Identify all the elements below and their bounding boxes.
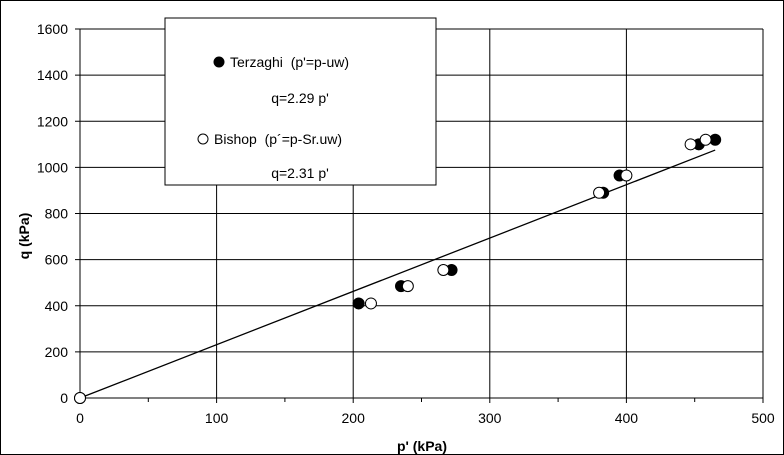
fit-line-group	[79, 149, 716, 399]
y-tick-label: 0	[60, 390, 68, 406]
bishop-point	[684, 138, 697, 151]
y-tick-label: 1400	[37, 67, 68, 83]
y-tick-label: 600	[45, 252, 69, 268]
x-tick-label: 400	[615, 410, 639, 426]
y-tick-label: 1600	[37, 21, 68, 37]
x-tick-label: 0	[76, 410, 84, 426]
legend-label-bishop: Bishop (p´=p-Sr.uw)	[214, 131, 342, 147]
x-axis-title: p' (kPa)	[397, 438, 447, 454]
fit-line	[79, 149, 716, 399]
x-tick-label: 100	[205, 410, 229, 426]
x-tick-label: 300	[478, 410, 502, 426]
x-tick-label: 500	[751, 410, 775, 426]
legend-marker-terzaghi	[213, 56, 225, 68]
bishop-point	[437, 264, 450, 277]
y-tick-label: 1200	[37, 113, 68, 129]
bishop-point	[699, 133, 712, 146]
y-tick-label: 200	[45, 344, 69, 360]
terzaghi-point	[352, 297, 365, 310]
legend-box	[164, 17, 437, 186]
bishop-point	[364, 297, 377, 310]
legend: Terzaghi (p'=p-uw) q=2.29 p' Bishop (p´=…	[164, 17, 437, 186]
y-tick-label: 800	[45, 206, 69, 222]
legend-equation-terzaghi: q=2.29 p'	[271, 90, 329, 106]
bishop-point	[74, 392, 86, 404]
legend-marker-bishop	[197, 133, 209, 145]
y-axis-title: q (kPa)	[16, 213, 32, 260]
data-points	[74, 133, 722, 404]
tick-labels: 0 200 400 600 800 1000 1200 1400 1600 0 100 200 300 4…	[37, 21, 775, 426]
bishop-point	[593, 186, 606, 199]
bishop-point	[620, 169, 633, 182]
x-tick-label: 200	[342, 410, 366, 426]
legend-label-terzaghi: Terzaghi (p'=p-uw)	[230, 54, 349, 70]
bishop-point	[401, 280, 414, 293]
legend-equation-bishop: q=2.31 p'	[271, 165, 329, 181]
y-tick-label: 1000	[37, 159, 68, 175]
y-tick-label: 400	[45, 298, 69, 314]
